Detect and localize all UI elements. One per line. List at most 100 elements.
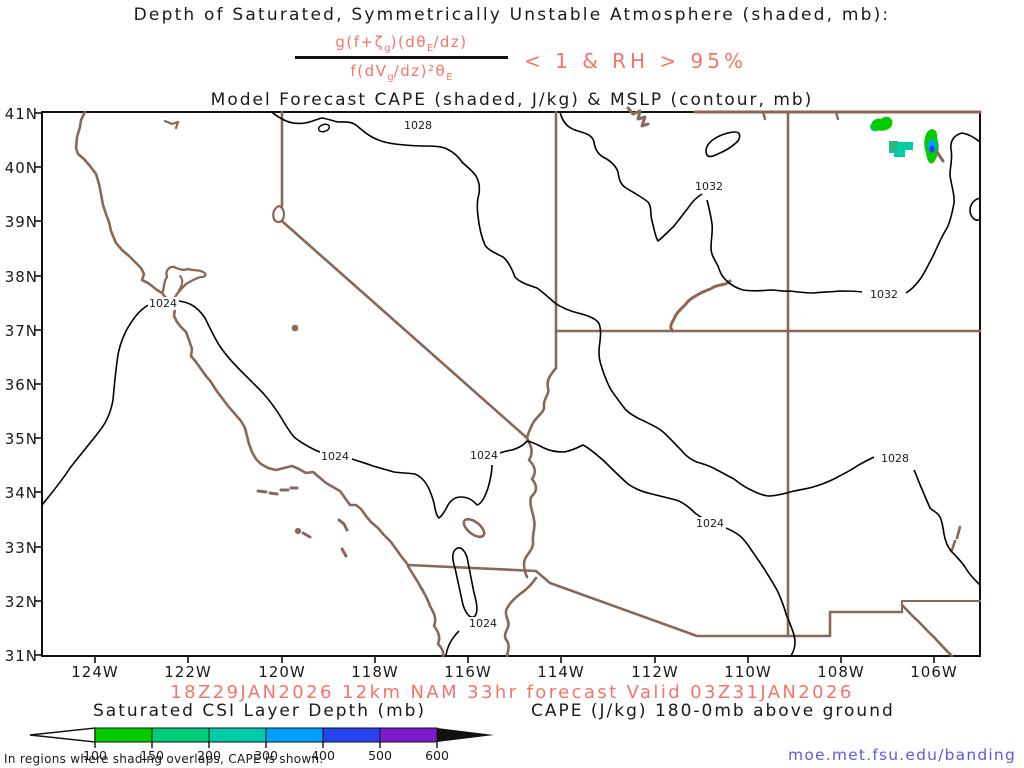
contour-label: 1028 <box>404 119 432 132</box>
ca-nv-diagonal <box>281 220 529 440</box>
mono-lake <box>291 324 299 332</box>
svg-text:122W: 122W <box>164 663 211 681</box>
svg-text:106W: 106W <box>910 663 957 681</box>
csi-shading-patch <box>871 116 893 131</box>
svg-text:600: 600 <box>425 748 449 763</box>
colorbar: 100 150 200 300 400 500 600 <box>29 727 494 763</box>
great-salt-lake <box>705 131 741 158</box>
svg-text:38N: 38N <box>5 268 38 286</box>
svg-text:114W: 114W <box>537 663 584 681</box>
contour-1024-arc <box>445 630 460 657</box>
salton-sea <box>462 517 486 539</box>
axis-ticks <box>34 112 935 663</box>
shading-overlap-note: In regions where shading overlaps, CAPE … <box>4 752 324 766</box>
formula-condition: < 1 & RH > 95% <box>524 49 748 73</box>
coastline <box>74 110 410 567</box>
contour-label: 1028 <box>881 452 909 465</box>
svg-text:124W: 124W <box>71 663 118 681</box>
csi-shading-patches <box>870 116 939 164</box>
contour-label: 1024 <box>321 450 349 463</box>
svg-text:108W: 108W <box>817 663 864 681</box>
svg-text:110W: 110W <box>724 663 771 681</box>
us-mexico-border <box>406 563 904 638</box>
colorbar-title-right: CAPE (J/kg) 180-0mb above ground <box>531 701 895 721</box>
svg-text:37N: 37N <box>5 322 38 340</box>
svg-text:200: 200 <box>197 748 221 763</box>
colorbar-cell <box>379 727 438 743</box>
contour-1028-west <box>271 111 981 586</box>
svg-text:500: 500 <box>368 748 392 763</box>
svg-text:34N: 34N <box>5 484 38 502</box>
csi-shading-patch <box>894 149 905 157</box>
colorbar-right-arrow <box>437 728 494 742</box>
svg-text:400: 400 <box>311 748 335 763</box>
mslp-contours <box>41 111 981 657</box>
co-shading-brown-dash <box>935 150 945 163</box>
svg-text:116W: 116W <box>444 663 491 681</box>
svg-text:150: 150 <box>140 748 164 763</box>
formula-numerator: g(f+ζg)(dθE/dz) <box>335 33 468 54</box>
csi-shading-patch <box>929 145 935 153</box>
svg-text:39N: 39N <box>5 213 38 231</box>
sf-bay <box>160 265 207 316</box>
contour-label: 1024 <box>149 297 177 310</box>
nm-tx-border <box>901 600 981 613</box>
contour-1032 <box>559 111 981 294</box>
contour-tiny-closed <box>317 123 331 133</box>
svg-text:100: 100 <box>83 748 107 763</box>
subtitle: Model Forecast CAPE (shaded, J/kg) & MSL… <box>210 90 814 110</box>
river-tick-2 <box>834 110 840 121</box>
pecos-dash-1 <box>955 525 962 540</box>
contour-label: 1024 <box>469 617 497 630</box>
contour-labels: 1028 1032 1032 1024 1024 1024 1024 1028 … <box>148 119 910 630</box>
lat-axis: 41N 40N 39N 38N 37N 36N 35N 34N 33N 32N … <box>5 105 38 665</box>
pecos-dash-2 <box>950 539 957 552</box>
formula-denominator: f(dVg/dz)²θE <box>350 62 453 83</box>
colorado-river <box>522 366 558 579</box>
svg-text:31N: 31N <box>5 647 38 665</box>
baja-coast <box>406 564 445 658</box>
river-tick-1 <box>761 110 767 121</box>
sf-bay-arm <box>178 275 184 291</box>
lon-axis: 124W 122W 120W 118W 116W 114W 112W 110W … <box>71 663 957 681</box>
colorbar-tick-labels: 100 150 200 300 400 500 600 <box>83 748 449 763</box>
contour-label: 1024 <box>696 517 724 530</box>
colorbar-left-arrow <box>29 727 96 743</box>
colorbar-cell <box>265 727 324 743</box>
svg-text:40N: 40N <box>5 159 38 177</box>
csi-shading-patch <box>897 142 913 150</box>
svg-text:300: 300 <box>254 748 278 763</box>
contour-label: 1024 <box>470 449 498 462</box>
svg-text:32N: 32N <box>5 593 38 611</box>
page-title: Depth of Saturated, Symmetrically Unstab… <box>133 5 891 25</box>
colorbar-cell <box>151 727 210 743</box>
lake-tahoe <box>272 204 286 224</box>
forecast-valid-line: 18Z29JAN2026 12km NAM 33hr forecast Vali… <box>170 682 854 703</box>
source-url[interactable]: moe.met.fsu.edu/banding <box>788 746 1016 764</box>
humboldt-bay <box>163 119 180 130</box>
geography <box>74 106 982 658</box>
svg-text:118W: 118W <box>351 663 398 681</box>
channel-islands <box>256 486 349 558</box>
bear-river <box>626 106 650 128</box>
svg-text:36N: 36N <box>5 376 38 394</box>
colorbar-ticks <box>94 742 438 748</box>
sonora-coast <box>503 576 538 658</box>
rio-grande <box>900 603 954 658</box>
svg-text:120W: 120W <box>258 663 305 681</box>
san-juan-river <box>669 279 732 333</box>
contour-1024-closed <box>452 547 478 619</box>
svg-text:41N: 41N <box>5 105 38 123</box>
fraction-bar <box>295 56 508 59</box>
contour-1024-main <box>41 299 796 657</box>
map-frame <box>41 111 981 657</box>
colorbar-title-left: Saturated CSI Layer Depth (mb) <box>93 701 427 721</box>
colorbar-cell <box>94 727 153 743</box>
csi-shading-patch <box>889 141 898 153</box>
colorbar-cell <box>322 727 381 743</box>
svg-text:35N: 35N <box>5 430 38 448</box>
contour-label: 1032 <box>695 180 723 193</box>
svg-text:112W: 112W <box>631 663 678 681</box>
contour-label: 1032 <box>870 288 898 301</box>
